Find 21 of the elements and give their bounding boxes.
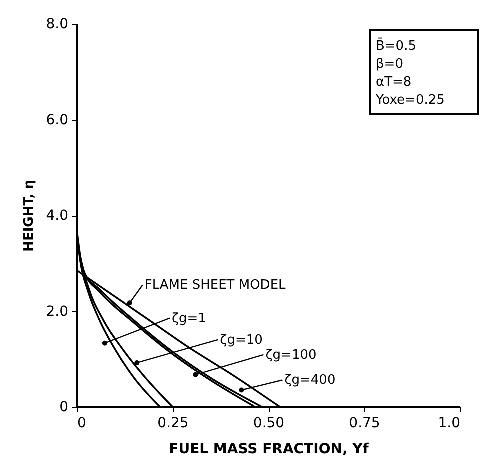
y-tick-label: 0	[60, 400, 68, 416]
x-tick-label: 1.0	[438, 416, 460, 432]
x-axis-title: FUEL MASS FRACTION, Yf	[169, 442, 370, 458]
y-tick-label: 8.0	[46, 16, 68, 32]
y-tick-label: 4.0	[46, 208, 68, 224]
annotation: FLAME SHEET MODEL	[144, 278, 287, 294]
annotation: ζg=100	[266, 348, 317, 363]
annotation: αT=8	[376, 75, 412, 90]
y-axis-title: HEIGHT, η	[22, 180, 38, 252]
annotation: B̄=0.5	[376, 38, 416, 54]
y-tick-label: 6.0	[46, 112, 68, 128]
x-tick-label: 0.25	[158, 416, 189, 432]
x-tick-label: 0.50	[253, 416, 285, 432]
annotation: ζg=10	[220, 332, 263, 348]
annotation: ζg=400	[284, 373, 336, 388]
annotation: β=0	[376, 57, 404, 72]
y-tick-label: 2.0	[46, 304, 68, 320]
x-tick-label: 0.75	[349, 416, 380, 432]
annotation: ζg=1	[172, 311, 206, 326]
annotation: Yoxe=0.25	[375, 93, 445, 108]
x-tick-label: 0	[78, 416, 86, 432]
